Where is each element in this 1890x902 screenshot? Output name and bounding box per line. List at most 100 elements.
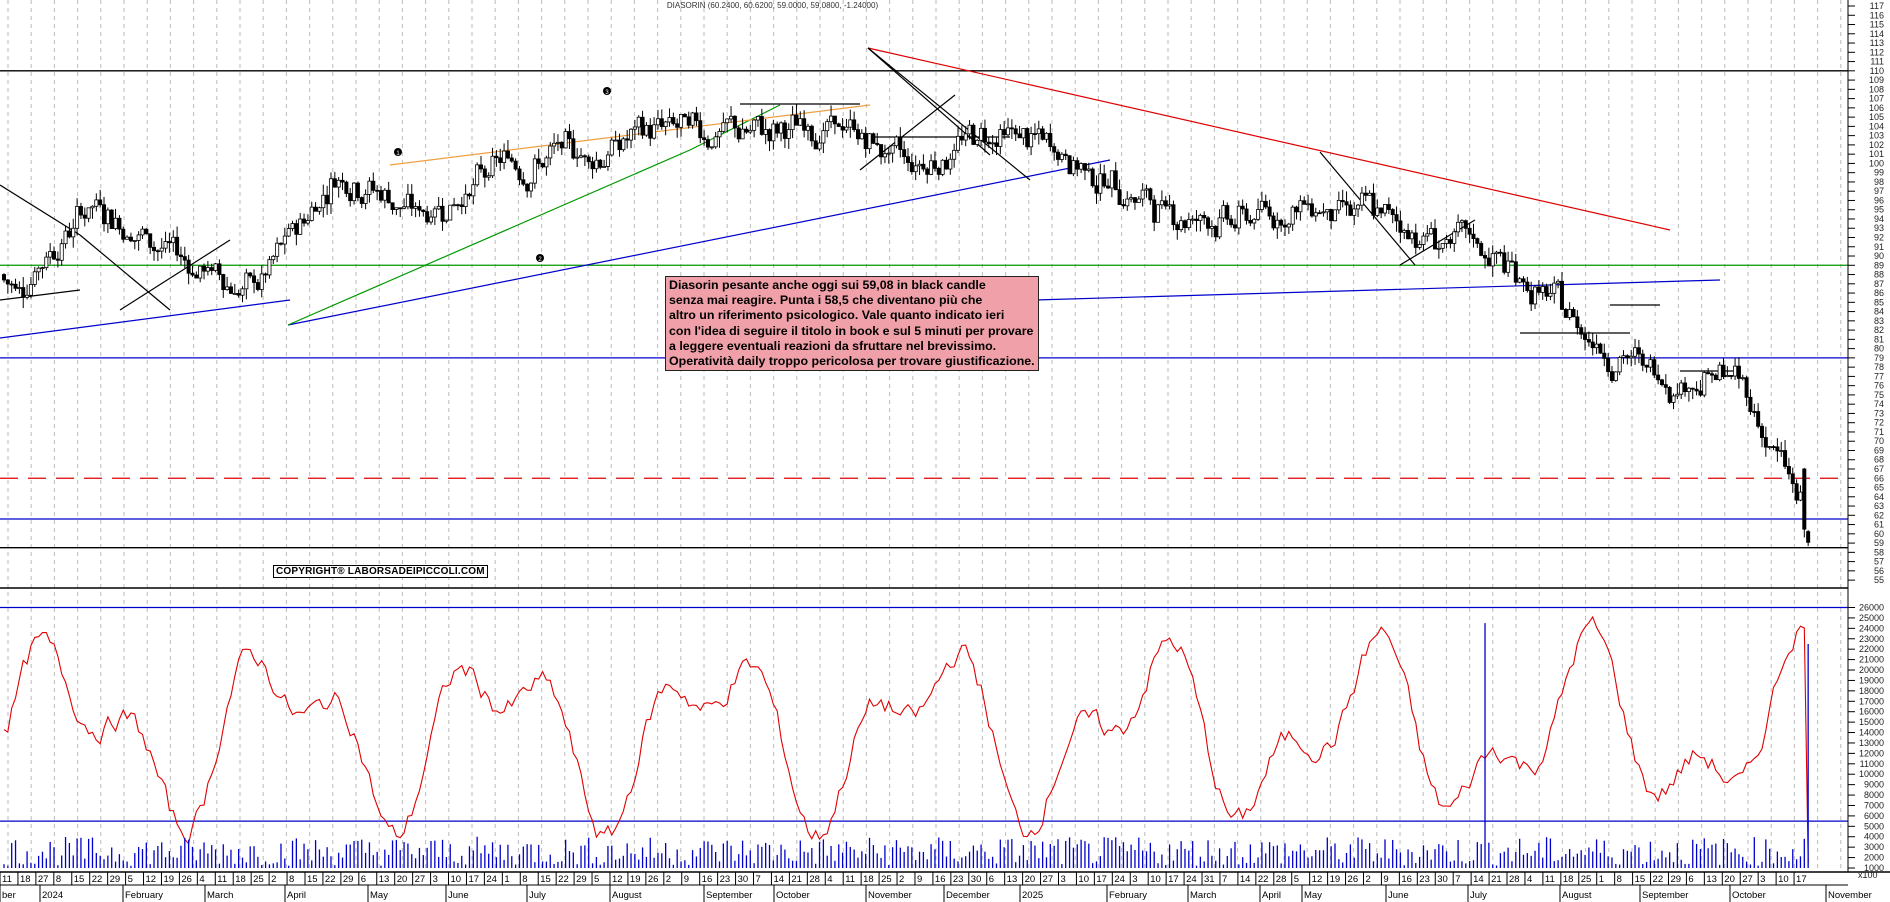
- svg-text:24: 24: [486, 874, 497, 885]
- svg-text:29: 29: [110, 874, 121, 885]
- svg-text:6: 6: [989, 874, 994, 885]
- svg-text:16: 16: [935, 874, 946, 885]
- svg-text:8: 8: [1617, 874, 1622, 885]
- svg-text:20: 20: [1025, 874, 1036, 885]
- svg-text:6: 6: [1688, 874, 1693, 885]
- svg-text:5: 5: [128, 874, 133, 885]
- svg-text:27: 27: [38, 874, 49, 885]
- svg-text:19000: 19000: [1859, 675, 1884, 685]
- svg-text:116: 116: [1870, 10, 1884, 20]
- volume-bars: [3, 623, 1809, 868]
- svg-text:3: 3: [1060, 874, 1065, 885]
- svg-text:66: 66: [1874, 473, 1884, 483]
- svg-text:91: 91: [1874, 242, 1884, 252]
- svg-text:21: 21: [1491, 874, 1502, 885]
- svg-text:October: October: [776, 890, 810, 901]
- svg-text:102: 102: [1869, 140, 1884, 150]
- svg-text:26000: 26000: [1859, 603, 1884, 613]
- oscillator-line: [3, 615, 1809, 863]
- grid: [7, 0, 1842, 872]
- x-axis: 11 18 27 8 15 22 29 5 12 19 26 4 11 18 25 2 8 15 22 29 6 13 20…: [0, 872, 1872, 902]
- svg-text:81: 81: [1874, 334, 1884, 344]
- svg-text:May: May: [370, 890, 388, 901]
- svg-text:November: November: [868, 890, 912, 901]
- svg-text:November: November: [1828, 890, 1872, 901]
- svg-text:108: 108: [1869, 84, 1884, 94]
- svg-text:14: 14: [773, 874, 784, 885]
- svg-text:103: 103: [1869, 131, 1884, 141]
- svg-text:1: 1: [1599, 874, 1604, 885]
- svg-text:2: 2: [538, 257, 542, 263]
- svg-text:78: 78: [1874, 362, 1884, 372]
- svg-text:105: 105: [1869, 112, 1884, 122]
- svg-text:6: 6: [361, 874, 366, 885]
- svg-text:16: 16: [702, 874, 713, 885]
- svg-text:11: 11: [2, 874, 12, 885]
- svg-text:15: 15: [540, 874, 551, 885]
- svg-text:12: 12: [1312, 874, 1323, 885]
- svg-text:10: 10: [1078, 874, 1089, 885]
- svg-text:113: 113: [1870, 38, 1884, 48]
- svg-text:29: 29: [343, 874, 354, 885]
- svg-text:92: 92: [1874, 233, 1884, 243]
- svg-text:5: 5: [1294, 874, 1299, 885]
- svg-text:22: 22: [325, 874, 336, 885]
- svg-text:17: 17: [1168, 874, 1179, 885]
- svg-text:86: 86: [1874, 288, 1884, 298]
- chart-title: DIASORIN (60.2400, 60.6200, 59.0000, 59.…: [666, 1, 879, 10]
- svg-text:84: 84: [1874, 307, 1884, 317]
- svg-text:3: 3: [433, 874, 438, 885]
- svg-text:65: 65: [1874, 483, 1884, 493]
- svg-text:7: 7: [756, 874, 761, 885]
- svg-text:20000: 20000: [1859, 665, 1884, 675]
- svg-text:6000: 6000: [1864, 811, 1884, 821]
- svg-text:77: 77: [1874, 371, 1884, 381]
- svg-text:58: 58: [1874, 547, 1884, 557]
- svg-text:23: 23: [720, 874, 731, 885]
- svg-text:14: 14: [1473, 874, 1484, 885]
- svg-text:99: 99: [1874, 168, 1884, 178]
- svg-text:18: 18: [863, 874, 874, 885]
- svg-text:3: 3: [1760, 874, 1765, 885]
- svg-text:8: 8: [289, 874, 294, 885]
- svg-text:February: February: [1109, 890, 1147, 901]
- svg-text:20: 20: [1724, 874, 1735, 885]
- svg-text:69: 69: [1874, 445, 1884, 455]
- svg-text:31: 31: [1204, 874, 1215, 885]
- svg-text:17: 17: [468, 874, 479, 885]
- svg-text:74: 74: [1874, 399, 1884, 409]
- svg-text:23000: 23000: [1859, 634, 1884, 644]
- svg-text:24: 24: [1114, 874, 1125, 885]
- svg-text:15: 15: [1635, 874, 1646, 885]
- svg-text:22: 22: [1653, 874, 1664, 885]
- svg-text:2: 2: [1365, 874, 1370, 885]
- svg-text:64: 64: [1874, 492, 1884, 502]
- svg-text:19: 19: [1330, 874, 1341, 885]
- svg-text:59: 59: [1874, 538, 1884, 548]
- svg-text:2: 2: [666, 874, 671, 885]
- svg-text:24: 24: [1186, 874, 1197, 885]
- svg-text:September: September: [706, 890, 752, 901]
- svg-text:109: 109: [1869, 75, 1884, 85]
- svg-text:23: 23: [953, 874, 964, 885]
- svg-text:106: 106: [1869, 103, 1884, 113]
- svg-text:13: 13: [1007, 874, 1018, 885]
- svg-text:3: 3: [605, 90, 609, 96]
- svg-text:September: September: [1642, 890, 1688, 901]
- svg-text:ber: ber: [2, 890, 16, 901]
- svg-text:89: 89: [1874, 260, 1884, 270]
- svg-text:25: 25: [881, 874, 892, 885]
- svg-text:117: 117: [1870, 1, 1884, 11]
- svg-text:2025: 2025: [1022, 890, 1043, 901]
- svg-text:17: 17: [1096, 874, 1107, 885]
- svg-text:24000: 24000: [1859, 623, 1884, 633]
- svg-text:June: June: [448, 890, 469, 901]
- svg-text:May: May: [1304, 890, 1322, 901]
- svg-text:16000: 16000: [1859, 707, 1884, 717]
- svg-text:13: 13: [379, 874, 390, 885]
- svg-text:83: 83: [1874, 316, 1884, 326]
- svg-text:98: 98: [1874, 177, 1884, 187]
- svg-text:9: 9: [917, 874, 922, 885]
- svg-text:107: 107: [1869, 94, 1884, 104]
